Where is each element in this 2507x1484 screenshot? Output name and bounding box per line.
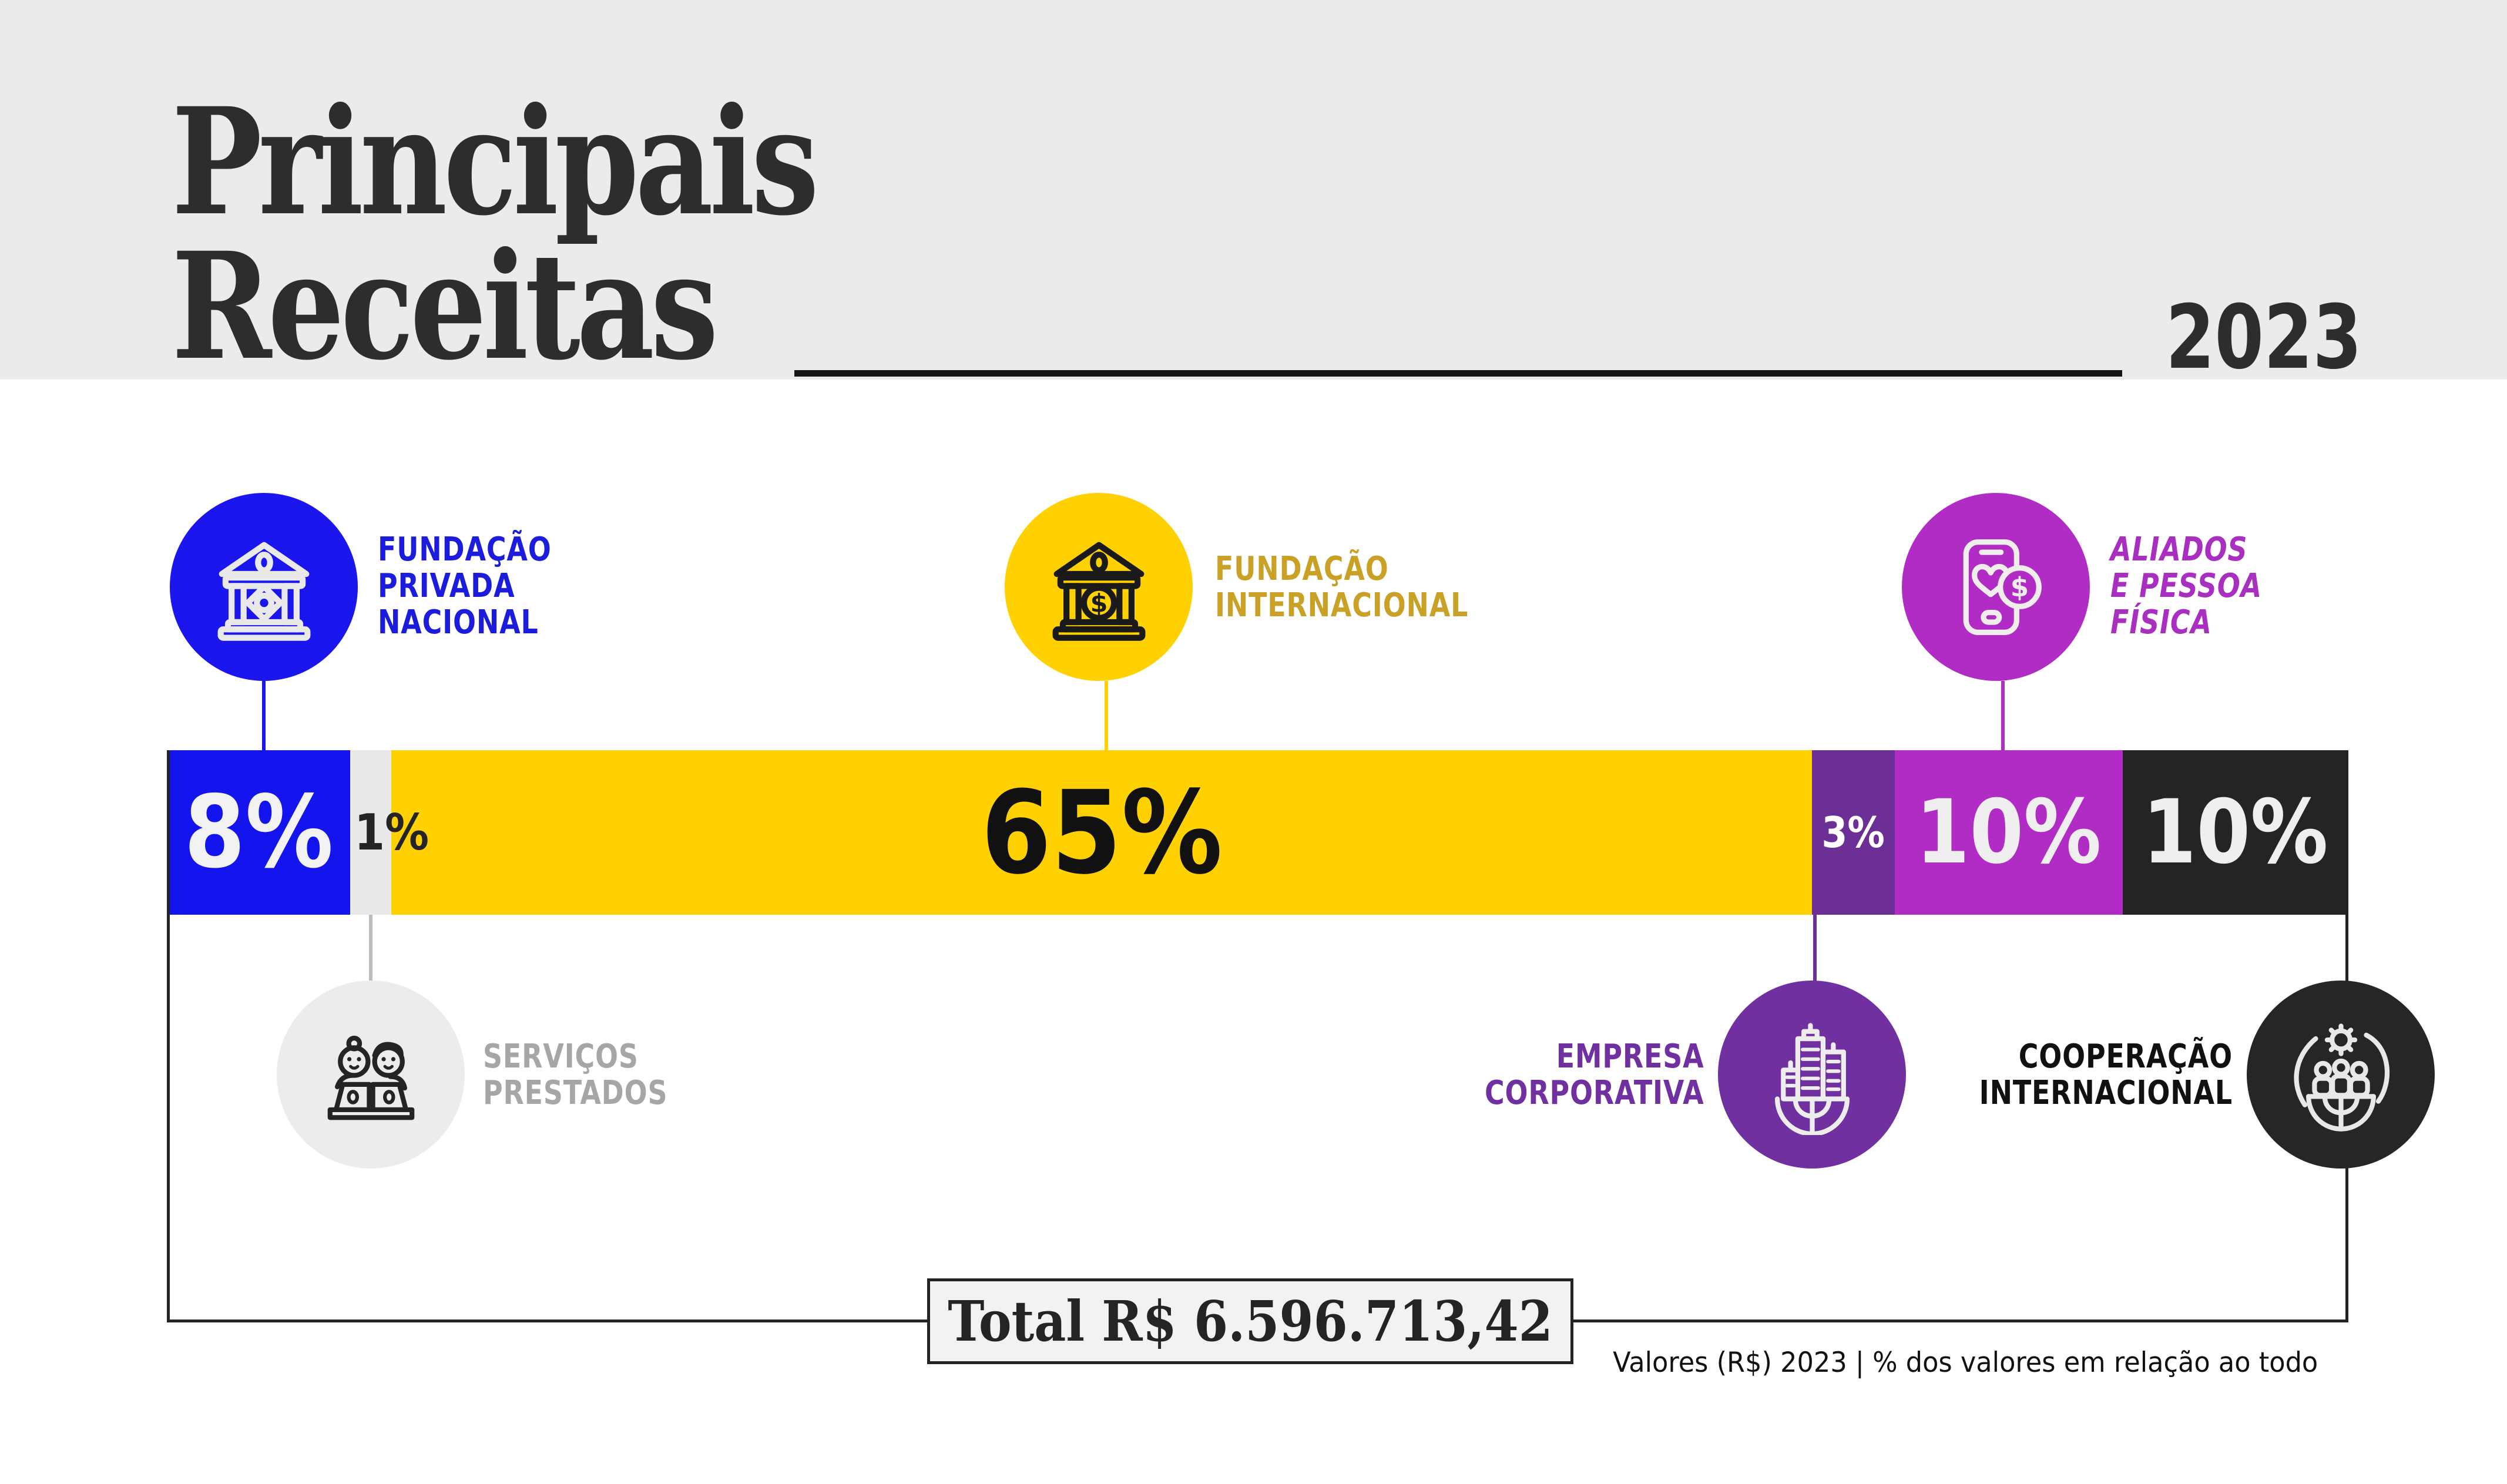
connector-fundacao-privada	[262, 681, 266, 751]
stacked-bar: 8% 1% 65% 3% 10% 10%	[167, 750, 2348, 915]
bar-segment-value-servicos-prestados: 1%	[354, 803, 429, 862]
fundacao-internacional-circle: $	[1005, 493, 1193, 681]
legend-line: INTERNACIONAL	[1215, 586, 1469, 625]
bar-segment-empresa-corporativa: 3%	[1811, 750, 1895, 915]
legend-aliados: ALIADOS E PESSOA FÍSICA	[2110, 532, 2262, 641]
legend-line: SERVIÇOS	[483, 1038, 639, 1076]
footnote: Valores (R$) 2023 | % dos valores em rel…	[1612, 1347, 2318, 1379]
bar-segment-value-empresa-corporativa: 3%	[1821, 808, 1885, 857]
page-title-line2: Receitas	[172, 220, 719, 392]
legend-line: PRESTADOS	[483, 1074, 668, 1112]
legend-line: CORPORATIVA	[1484, 1074, 1704, 1112]
bar-segment-value-cooperacao-internacional: 10%	[2142, 781, 2328, 884]
legend-cooperacao: COOPERAÇÃO INTERNACIONAL	[1979, 1039, 2233, 1112]
connector-aliados	[2001, 681, 2005, 751]
bar-segment-fundacao-privada-nacional: 8%	[167, 750, 350, 915]
title-divider-line	[794, 370, 2122, 377]
bar-segment-fundacao-internacional: 65%	[391, 750, 1812, 915]
svg-text:$: $	[2010, 571, 2028, 602]
cooperacao-circle	[2247, 981, 2435, 1169]
legend-line: ALIADOS	[2110, 531, 2248, 569]
legend-line: EMPRESA	[1556, 1038, 1704, 1076]
bar-segment-servicos-prestados: 1%	[350, 750, 429, 915]
connector-fundacao-internacional	[1105, 681, 1108, 751]
bank-brazil-icon	[217, 542, 310, 641]
legend-empresa: EMPRESA CORPORATIVA	[1484, 1039, 1704, 1112]
total-value: Total R$ 6.596.713,42	[948, 1288, 1553, 1354]
people-laptops-icon	[327, 1035, 414, 1120]
bar-segment-value-fundacao-internacional: 65%	[981, 765, 1223, 899]
total-box: Total R$ 6.596.713,42	[927, 1278, 1573, 1364]
page-title-line1: Principais	[172, 75, 819, 248]
svg-text:$: $	[1090, 589, 1107, 618]
legend-servicos: SERVIÇOS PRESTADOS	[483, 1039, 667, 1112]
page-title: Principais Receitas	[172, 75, 819, 392]
servicos-circle	[277, 981, 465, 1169]
cooperation-globe-icon	[2293, 1023, 2389, 1132]
bracket-left-line	[167, 750, 170, 1322]
legend-line: NACIONAL	[378, 603, 539, 642]
year-label: 2023	[2166, 287, 2362, 389]
legend-fundacao-internacional: FUNDAÇÃO INTERNACIONAL	[1215, 551, 1468, 624]
bar-segment-cooperacao-internacional: 10%	[2122, 750, 2348, 915]
empresa-circle	[1718, 981, 1906, 1169]
bank-dollar-icon: $	[1052, 542, 1145, 641]
connector-servicos	[369, 914, 372, 982]
bar-segment-value-aliados-e-pessoa-fisica: 10%	[1915, 781, 2102, 884]
legend-line: FÍSICA	[2110, 603, 2212, 642]
legend-line: COOPERAÇÃO	[2018, 1038, 2233, 1076]
bar-segment-aliados-e-pessoa-fisica: 10%	[1894, 750, 2123, 915]
bar-segment-value-fundacao-privada-nacional: 8%	[183, 774, 333, 891]
legend-fundacao-privada: FUNDAÇÃO PRIVADA NACIONAL	[378, 532, 552, 641]
fundacao-privada-circle	[170, 493, 358, 681]
legend-line: INTERNACIONAL	[1979, 1074, 2233, 1112]
corporate-globe-icon	[1774, 1022, 1850, 1135]
aliados-circle: $	[1902, 493, 2090, 681]
phone-donation-icon: $	[1963, 539, 2042, 635]
legend-line: E PESSOA	[2110, 567, 2263, 605]
legend-line: FUNDAÇÃO	[378, 531, 552, 569]
header-band	[0, 0, 2507, 380]
legend-line: FUNDAÇÃO	[1215, 550, 1389, 588]
connector-empresa	[1813, 914, 1817, 982]
legend-line: PRIVADA	[378, 567, 515, 605]
